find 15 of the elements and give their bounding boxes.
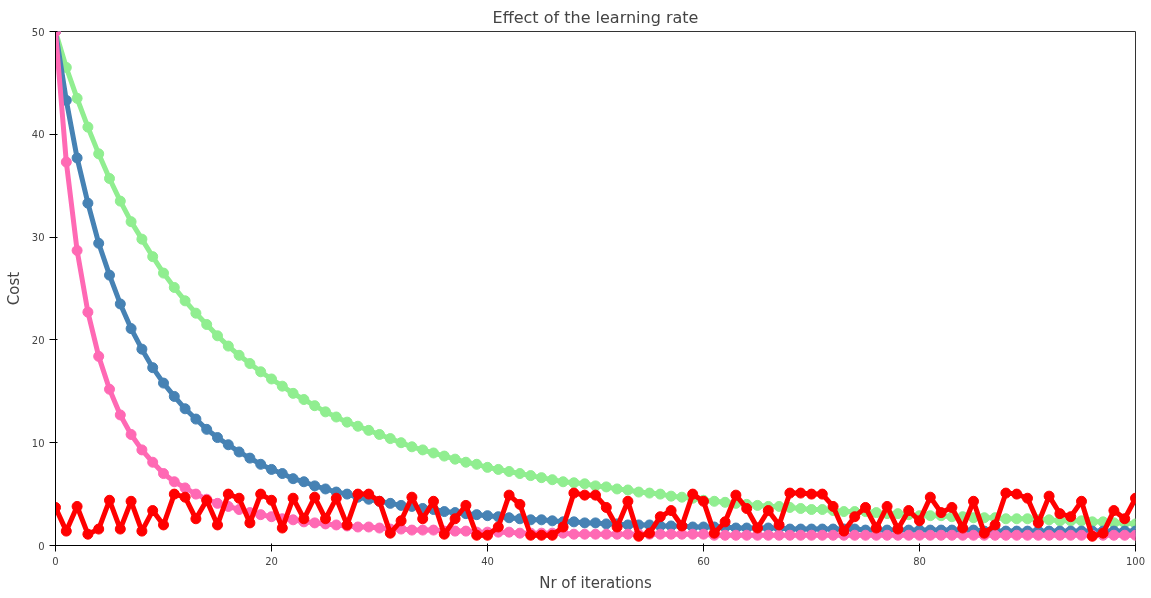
y-tick-label: 20	[31, 334, 45, 346]
x-tick-label: 20	[265, 555, 278, 567]
x-tick-label: 60	[697, 555, 710, 567]
x-tick-label: 40	[481, 555, 494, 567]
x-tick-label: 100	[1125, 555, 1146, 567]
x-tick-label: 0	[52, 555, 59, 567]
x-axis-title: Nr of iterations	[539, 573, 652, 592]
y-tick-label: 40	[31, 129, 45, 141]
y-axis-title: Cost	[4, 271, 23, 306]
y-tick-label: 30	[31, 232, 45, 244]
y-tick-label: 10	[31, 437, 45, 449]
y-tick-label: 50	[31, 26, 45, 38]
chart-title: Effect of the learning rate	[492, 7, 699, 27]
x-tick-label: 80	[913, 555, 926, 567]
y-tick-label: 0	[38, 540, 45, 552]
